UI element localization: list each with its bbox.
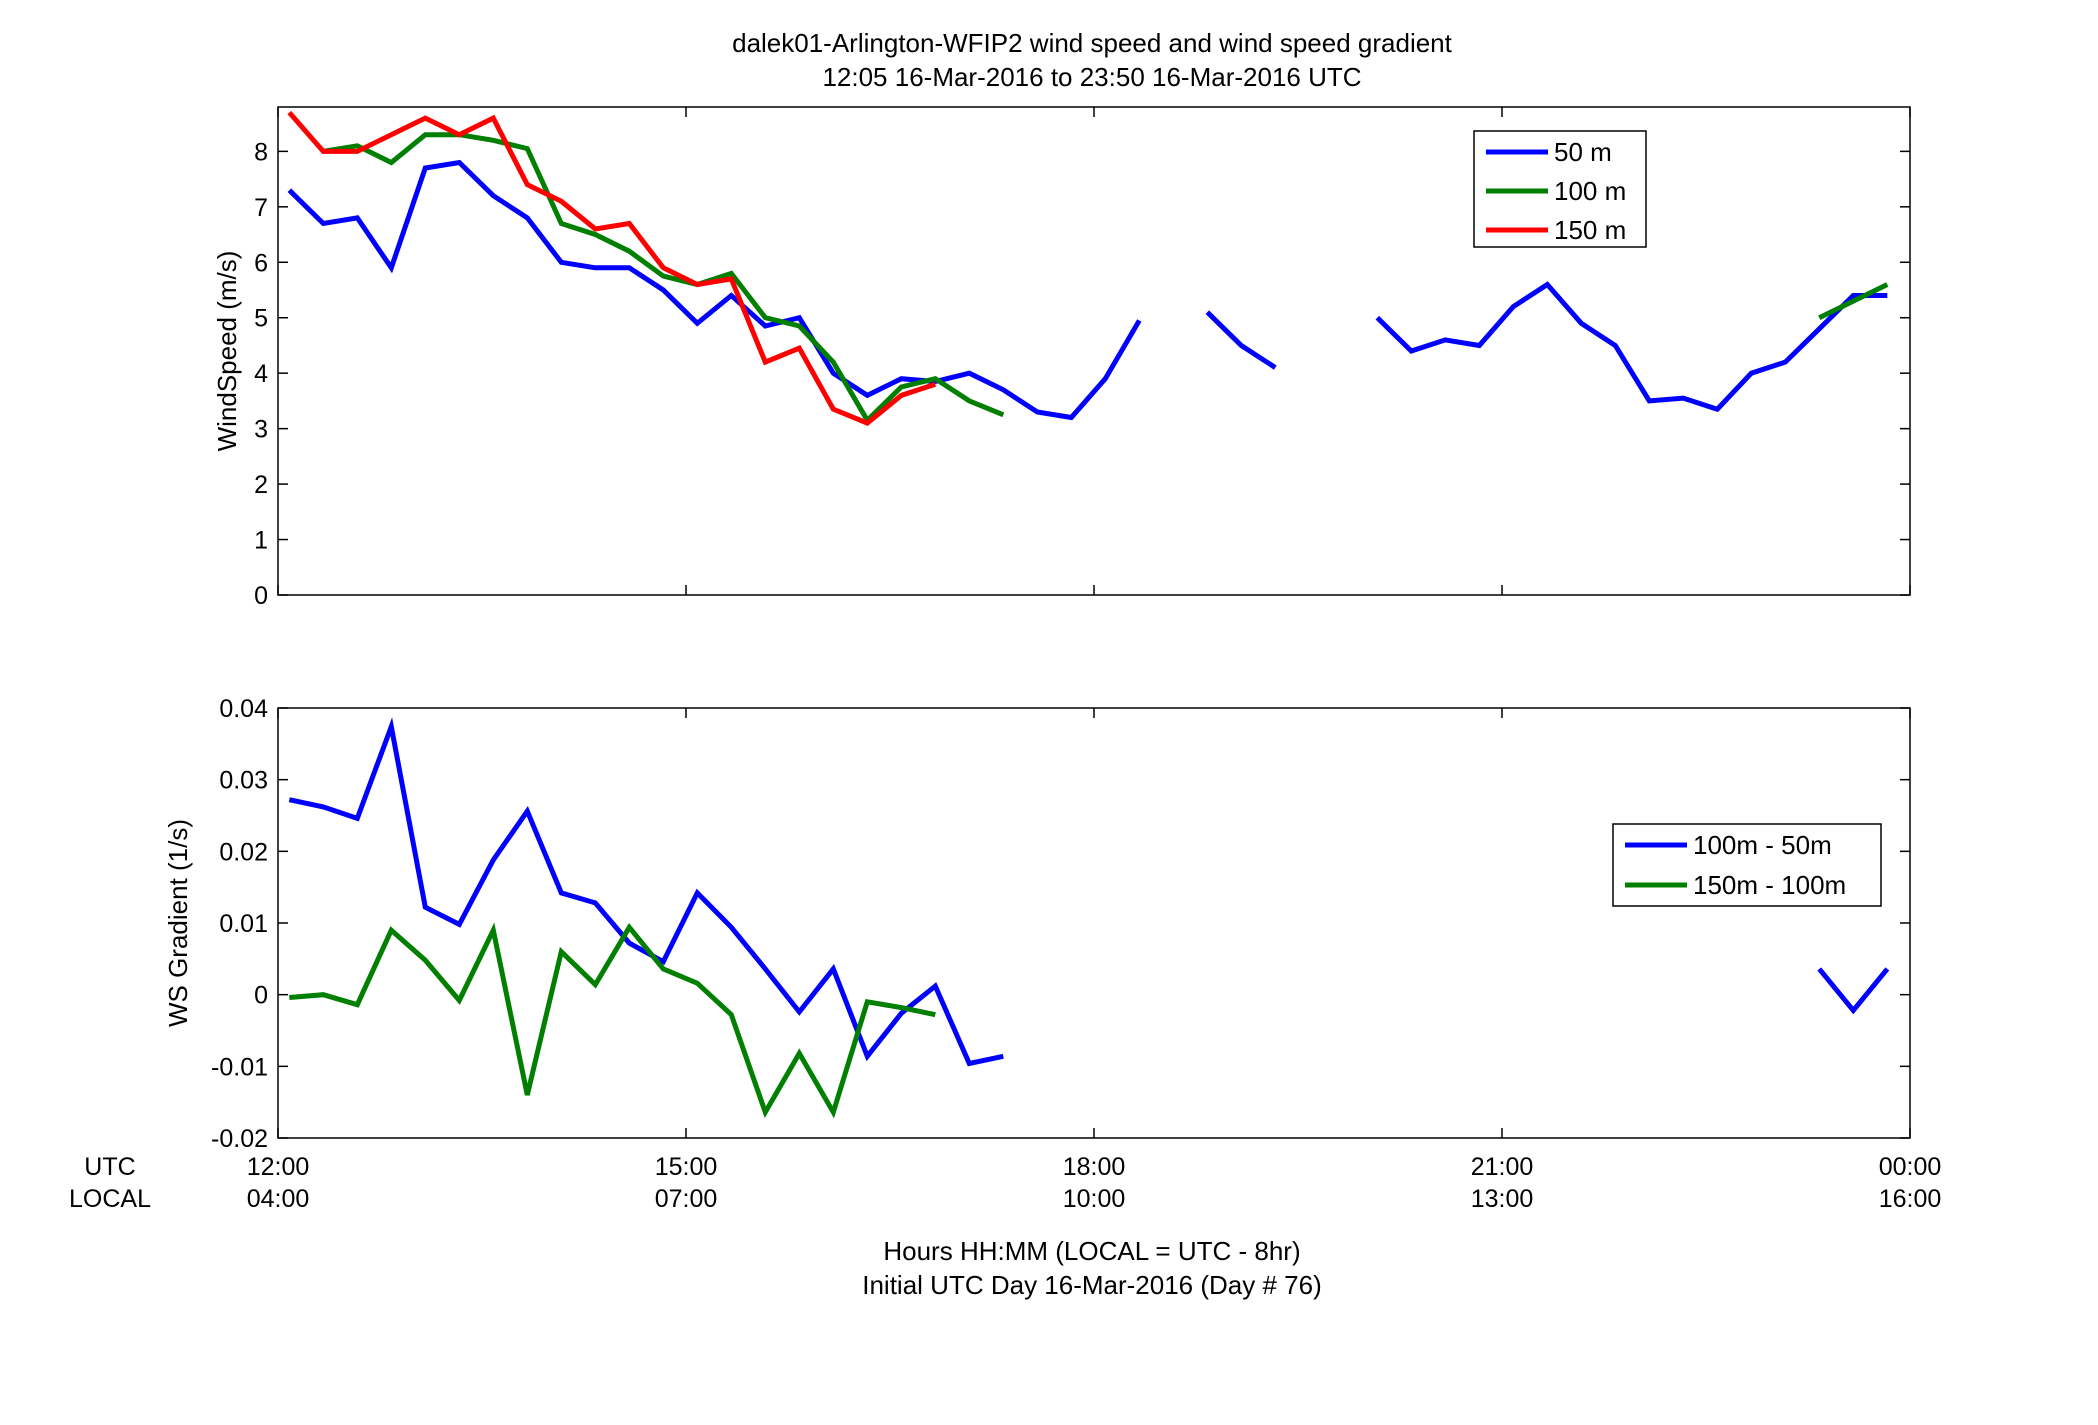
gradient-panel: -0.02 -0.01 0 0.01 0.02 0.03 0.04 WS Gradient … bbox=[163, 695, 1911, 1153]
gradient-axis-ticks: -0.02 -0.01 0 0.01 0.02 0.03 0.04 bbox=[211, 695, 1911, 1153]
x-tick-label-local: 16:00 bbox=[1879, 1185, 1942, 1213]
series-line-100m bbox=[322, 132, 1889, 425]
x-axis-local-row-label: LOCAL bbox=[69, 1185, 151, 1213]
y-tick-label: 5 bbox=[254, 305, 268, 333]
y-tick-label: 1 bbox=[254, 527, 268, 555]
x-tick-label-utc: 15:00 bbox=[655, 1153, 718, 1181]
series-line-150m bbox=[287, 110, 937, 426]
chart-title-line1: dalek01-Arlington-WFIP2 wind speed and w… bbox=[732, 28, 1453, 58]
series-line-100m-50m bbox=[288, 717, 1890, 1067]
gradient-legend: 100m - 50m 150m - 100m bbox=[1612, 823, 1882, 907]
x-tick-label-local: 04:00 bbox=[247, 1185, 310, 1213]
y-tick-label: -0.02 bbox=[211, 1125, 268, 1153]
series-line-150m-100m bbox=[289, 922, 936, 1119]
x-tick-label-utc: 12:00 bbox=[247, 1153, 310, 1181]
series-line-50m bbox=[287, 159, 1888, 421]
y-tick-label: 8 bbox=[254, 138, 268, 166]
y-tick-label: 3 bbox=[254, 416, 268, 444]
legend-entry-label: 100 m bbox=[1554, 176, 1626, 206]
y-tick-label: 7 bbox=[254, 194, 268, 222]
legend-entry-label: 100m - 50m bbox=[1693, 830, 1832, 860]
y-tick-label: -0.01 bbox=[211, 1053, 268, 1081]
x-axis-label-line1: Hours HH:MM (LOCAL = UTC - 8hr) bbox=[883, 1236, 1300, 1266]
gradient-series-lines bbox=[288, 717, 1890, 1119]
x-axis-tick-labels: 12:00 04:00 15:00 07:00 18:00 10:00 21:00 13:00… bbox=[247, 1153, 1942, 1213]
x-axis-utc-row-label: UTC bbox=[84, 1153, 135, 1181]
legend-box bbox=[1612, 823, 1882, 907]
x-tick-label-local: 07:00 bbox=[655, 1185, 718, 1213]
x-tick-label-local: 13:00 bbox=[1471, 1185, 1534, 1213]
y-tick-label: 0 bbox=[254, 982, 268, 1010]
y-tick-label: 0.03 bbox=[219, 767, 268, 795]
y-tick-label: 0.01 bbox=[219, 910, 268, 938]
windspeed-axis-ticks: 0 1 2 3 4 5 6 7 8 bbox=[254, 107, 1911, 610]
legend-entry-label: 50 m bbox=[1554, 137, 1612, 167]
x-tick-label-utc: 00:00 bbox=[1879, 1153, 1942, 1181]
gradient-y-axis-label: WS Gradient (1/s) bbox=[163, 819, 193, 1027]
windspeed-panel: 0 1 2 3 4 5 6 7 8 WindSpeed (m/s) 50 m 100 m 150 m bbox=[212, 106, 1911, 610]
legend-entry-label: 150m - 100m bbox=[1693, 870, 1846, 900]
x-tick-label-utc: 21:00 bbox=[1471, 1153, 1534, 1181]
windspeed-y-axis-label: WindSpeed (m/s) bbox=[212, 251, 242, 452]
y-tick-label: 4 bbox=[254, 360, 268, 388]
y-tick-label: 2 bbox=[254, 471, 268, 499]
y-tick-label: 6 bbox=[254, 249, 268, 277]
y-tick-label: 0 bbox=[254, 582, 268, 610]
x-axis-label-line2: Initial UTC Day 16-Mar-2016 (Day # 76) bbox=[862, 1270, 1322, 1300]
windspeed-series-lines bbox=[287, 110, 1889, 426]
y-tick-label: 0.02 bbox=[219, 838, 268, 866]
chart-title-line2: 12:05 16-Mar-2016 to 23:50 16-Mar-2016 U… bbox=[822, 62, 1361, 92]
x-tick-label-local: 10:00 bbox=[1063, 1185, 1126, 1213]
legend-entry-label: 150 m bbox=[1554, 215, 1626, 245]
y-tick-label: 0.04 bbox=[219, 695, 268, 723]
x-tick-label-utc: 18:00 bbox=[1063, 1153, 1126, 1181]
windspeed-legend: 50 m 100 m 150 m bbox=[1473, 130, 1647, 248]
